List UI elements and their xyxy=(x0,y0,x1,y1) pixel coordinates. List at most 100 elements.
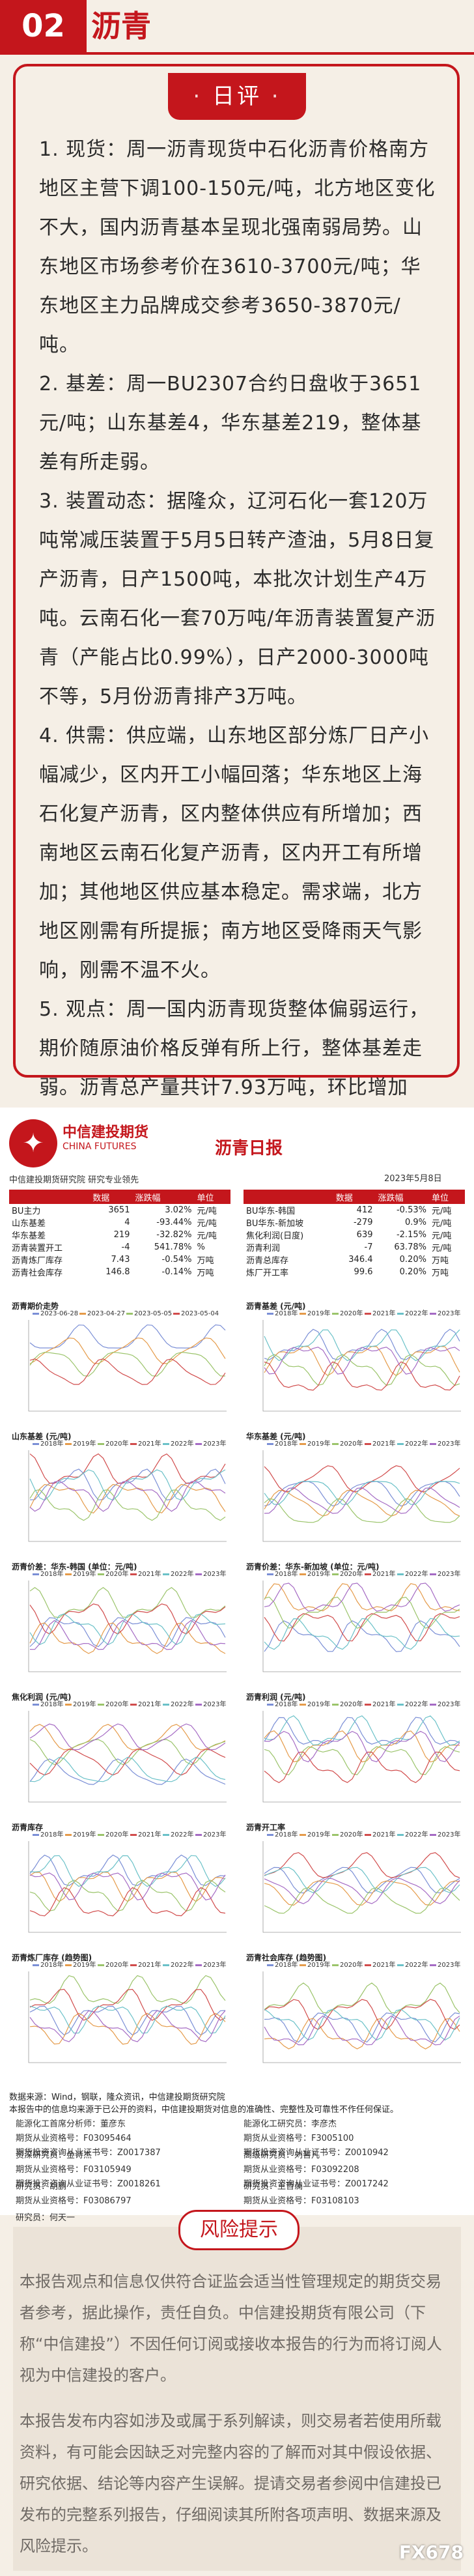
legend-label: 2021年 xyxy=(138,1700,161,1708)
table-row: 山东基差 4 -93.44% 元/吨 xyxy=(12,1218,217,1229)
legend-swatch xyxy=(267,1443,273,1445)
chart-series-line xyxy=(29,1480,226,1512)
table-row: BU主力 3651 3.02% 元/吨 xyxy=(12,1205,217,1216)
chart-axis xyxy=(28,1581,227,1672)
legend-label: 2018年 xyxy=(275,1700,298,1708)
chart-series-line xyxy=(29,1749,226,1776)
legend-swatch xyxy=(300,1443,306,1445)
legend-swatch xyxy=(65,1704,72,1706)
chart-series-line xyxy=(29,1756,226,1782)
legend-label: 2021年 xyxy=(138,1439,161,1448)
legend-label: 2019年 xyxy=(307,1700,330,1708)
analyst-id2: 期货投资咨询从业证书号：Z0018261 xyxy=(16,2179,161,2189)
legend-swatch xyxy=(267,1964,273,1966)
analyst-role: 高级研究员：刘哲凡 xyxy=(244,2151,320,2160)
legend-swatch xyxy=(33,1834,39,1836)
legend-label: 2019年 xyxy=(307,1569,330,1578)
legend-swatch xyxy=(430,1443,436,1445)
legend-label: 2018年 xyxy=(40,1700,63,1708)
legend-swatch xyxy=(397,1313,404,1315)
legend-label: 2022年 xyxy=(405,1439,428,1448)
report-chart-title: 沥青库存 xyxy=(12,1822,43,1832)
chart-series-line xyxy=(29,1975,226,2004)
legend-label: 2019年 xyxy=(73,1439,96,1448)
report-chart-title: 焦化利润 (元/吨) xyxy=(11,1692,72,1702)
analyst-id1: 期货从业资格号：F03086797 xyxy=(16,2196,132,2206)
legend-label: 2018年 xyxy=(40,1569,63,1578)
legend-swatch xyxy=(300,1573,306,1575)
legend-label: 2023年 xyxy=(438,1569,460,1578)
daily-commentary: 1. 现货：周一沥青现货中石化沥青价格南方地区主营下调100-150元/吨，北方… xyxy=(39,130,436,1264)
chart-series-line xyxy=(264,1620,460,1652)
legend-swatch xyxy=(65,1834,72,1836)
report-chart-panel: 沥青价差：华东-新加坡 (单位：元/吨)2018年 2019年 2020年 2021年… xyxy=(246,1562,461,1672)
legend-swatch xyxy=(163,1704,169,1706)
chart-series-line xyxy=(264,1715,460,1746)
chart-series-line xyxy=(264,1498,460,1523)
chart-series-line xyxy=(264,1480,460,1505)
report-footer-source: 数据来源：Wind，钢联，隆众资讯，中信建投期货研究院 xyxy=(9,2093,225,2102)
table-row: 沥青社会库存 146.8 -0.14% 万吨 xyxy=(12,1267,214,1278)
legend-swatch xyxy=(267,1573,273,1575)
section-divider xyxy=(0,52,474,55)
legend-swatch xyxy=(33,1313,39,1315)
legend-label: 2022年 xyxy=(171,1960,193,1969)
chart-series-line xyxy=(264,1329,460,1362)
legend-swatch xyxy=(332,1573,339,1575)
chart-series-line xyxy=(264,1746,460,1775)
legend-label: 2021年 xyxy=(138,1960,161,1969)
legend-swatch xyxy=(397,1573,404,1575)
daily-paragraph-supply-demand: 4. 供需：供应端，山东地区部分炼厂日产小幅减少，区内开工小幅回落；华东地区上海… xyxy=(39,724,430,982)
chart-axis xyxy=(262,1711,461,1803)
legend-label: 2020年 xyxy=(105,1960,128,1969)
legend-swatch xyxy=(126,1313,133,1315)
chart-series-line xyxy=(264,1583,460,1612)
legend-label: 2021年 xyxy=(372,1830,395,1839)
legend-label: 2020年 xyxy=(340,1960,363,1969)
chart-series-line xyxy=(29,1620,226,1650)
legend-label: 2020年 xyxy=(105,1830,128,1839)
legend-swatch xyxy=(130,1964,137,1966)
legend-swatch xyxy=(33,1573,39,1575)
report-chart-panel: 沥青利润 (元/吨)2018年 2019年 2020年 2021年 2022年 2023年 xyxy=(246,1692,461,1803)
chart-series-line xyxy=(264,1612,460,1642)
report-chart-panel: 沥青社会库存 (趋势图)2018年 2019年 2020年 2021年 2022年 202… xyxy=(246,1953,461,2063)
daily-paragraph-plants: 3. 装置动态：据隆众，辽河石化一套120万吨常减压装置于5月5日转产渣油，5月… xyxy=(39,490,436,708)
chart-series-line xyxy=(29,2012,226,2045)
report-chart-title: 沥青期价走势 xyxy=(12,1301,59,1311)
chart-series-line xyxy=(29,1468,226,1501)
chart-series-line xyxy=(264,1582,460,1612)
report-date: 2023年5月8日 xyxy=(384,1174,442,1184)
legend-label: 2019年 xyxy=(307,1439,330,1448)
legend-swatch xyxy=(300,1313,306,1315)
legend-label: 2023年 xyxy=(438,1960,460,1969)
chart-axis xyxy=(262,1320,461,1412)
analyst-id1: 期货从业资格号：F03092208 xyxy=(244,2165,359,2175)
chart-series-line xyxy=(29,1723,226,1751)
chart-series-line xyxy=(29,1613,226,1646)
legend-label: 2020年 xyxy=(340,1309,363,1317)
chart-series-line xyxy=(29,1855,226,1887)
legend-label: 2018年 xyxy=(275,1960,298,1969)
report-chart-title: 沥青开工率 xyxy=(246,1822,285,1832)
analyst-id2: 期货投资咨询从业证书号：Z0010942 xyxy=(244,2148,389,2158)
report-slogan: 中信建投期货研究院 研究专业领先 xyxy=(9,1175,139,1185)
risk-paragraph-1: 本报告观点和信息仅供符合证监会适当性管理规定的期货交易者参考，据此操作，责任自负… xyxy=(20,2272,442,2384)
chart-series-line xyxy=(264,2018,460,2050)
table-row: 沥青总库存 346.4 0.20% 万吨 xyxy=(246,1255,449,1266)
legend-swatch xyxy=(365,1573,371,1575)
legend-label: 2019年 xyxy=(73,1830,96,1839)
legend-swatch xyxy=(300,1834,306,1836)
chart-series-line xyxy=(264,1999,460,2030)
legend-swatch xyxy=(397,1443,404,1445)
legend-label: 2018年 xyxy=(40,1439,63,1448)
legend-label: 2022年 xyxy=(405,1700,428,1708)
legend-swatch xyxy=(33,1704,39,1706)
legend-label: 2022年 xyxy=(171,1700,193,1708)
analyst-entry: 高级研究员：刘哲凡期货从业资格号：F03092208 期货投资咨询从业证书号：Z0… xyxy=(244,2149,389,2192)
legend-label: 2018年 xyxy=(275,1439,298,1448)
legend-label: 2018年 xyxy=(275,1830,298,1839)
legend-label: 2021年 xyxy=(138,1569,161,1578)
legend-swatch xyxy=(163,1834,169,1836)
